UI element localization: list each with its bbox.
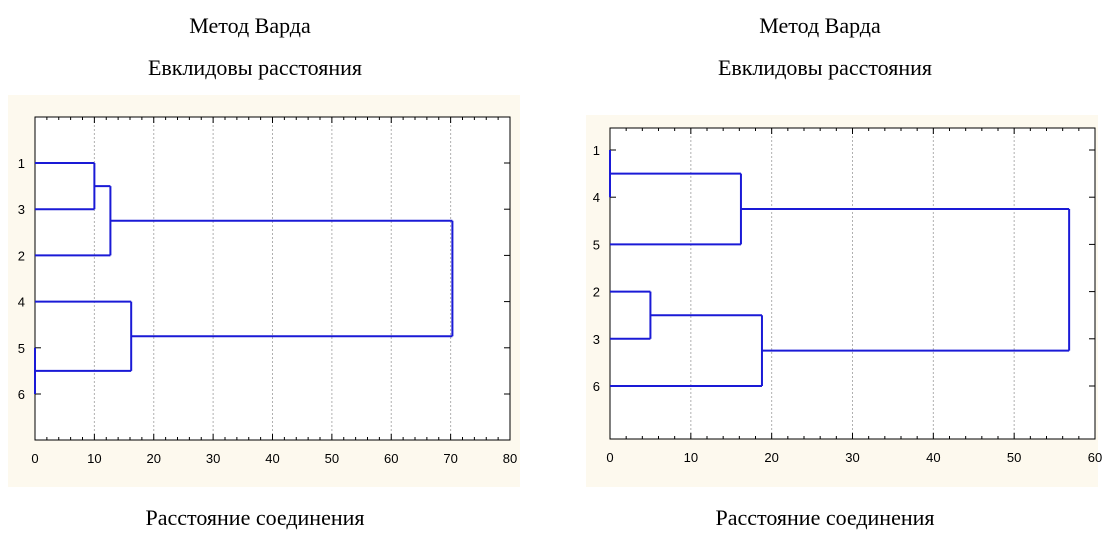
chart-1-leaf-label: 4 bbox=[18, 295, 25, 310]
chart-1-x-tick-label: 20 bbox=[147, 451, 161, 466]
chart-1-x-tick-label: 40 bbox=[265, 451, 279, 466]
chart-1-leaf-label: 6 bbox=[18, 387, 25, 402]
chart-2-leaf-label: 4 bbox=[593, 190, 600, 205]
chart-2-x-tick-label: 60 bbox=[1088, 450, 1102, 465]
chart-2-leaf-label: 2 bbox=[593, 285, 600, 300]
chart-2-x-tick-label: 40 bbox=[926, 450, 940, 465]
chart-2-title-line2: Евклидовы расстояния bbox=[717, 55, 933, 80]
chart-1-title-line2: Евклидовы расстояния bbox=[147, 55, 363, 80]
chart-1-x-tick-label: 70 bbox=[443, 451, 457, 466]
chart-1-axis-frame bbox=[34, 116, 511, 441]
chart-2-leaf-label: 1 bbox=[593, 143, 600, 158]
chart-2-xlabel: Расстояние соединения bbox=[715, 505, 935, 530]
chart-2-plot-area bbox=[610, 128, 1095, 439]
chart-2-leaf-label: 6 bbox=[593, 379, 600, 394]
chart-2-title-line1: Метод Варда bbox=[759, 13, 881, 38]
chart-1-leaf-label: 1 bbox=[18, 156, 25, 171]
chart-2-leaf-label: 3 bbox=[593, 332, 600, 347]
chart-2-axis-frame bbox=[609, 127, 1096, 440]
chart-1-x-tick-label: 80 bbox=[503, 451, 517, 466]
chart-1-x-tick-label: 60 bbox=[384, 451, 398, 466]
chart-1-title-line1: Метод Варда bbox=[189, 13, 311, 38]
chart-1-x-tick-label: 0 bbox=[31, 451, 38, 466]
chart-2-leaf-label: 5 bbox=[593, 237, 600, 252]
chart-2-x-tick-label: 0 bbox=[606, 450, 613, 465]
chart-1-x-tick-label: 10 bbox=[87, 451, 101, 466]
chart-1-xlabel: Расстояние соединения bbox=[145, 505, 365, 530]
chart-1-x-tick-label: 30 bbox=[206, 451, 220, 466]
chart-2-x-tick-label: 50 bbox=[1007, 450, 1021, 465]
chart-2-x-tick-label: 10 bbox=[684, 450, 698, 465]
chart-2-x-tick-label: 20 bbox=[764, 450, 778, 465]
chart-1-leaf-label: 5 bbox=[18, 341, 25, 356]
chart-1-leaf-label: 2 bbox=[18, 248, 25, 263]
chart-1-x-tick-label: 50 bbox=[325, 451, 339, 466]
chart-2-x-tick-label: 30 bbox=[845, 450, 859, 465]
chart-1-leaf-label: 3 bbox=[18, 202, 25, 217]
